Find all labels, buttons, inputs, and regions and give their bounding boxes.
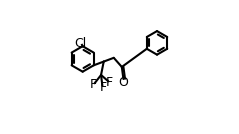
- Text: O: O: [119, 76, 128, 89]
- Text: F: F: [100, 81, 107, 94]
- Text: Cl: Cl: [74, 37, 86, 50]
- Text: F: F: [90, 78, 97, 91]
- Text: F: F: [106, 76, 113, 89]
